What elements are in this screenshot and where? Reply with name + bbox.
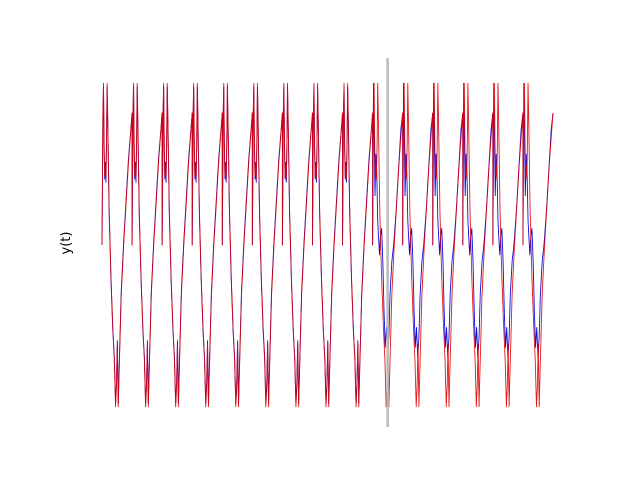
series-line-red [101, 82, 554, 408]
plot-area [101, 58, 554, 427]
y-axis-label: y(t) [59, 232, 74, 255]
